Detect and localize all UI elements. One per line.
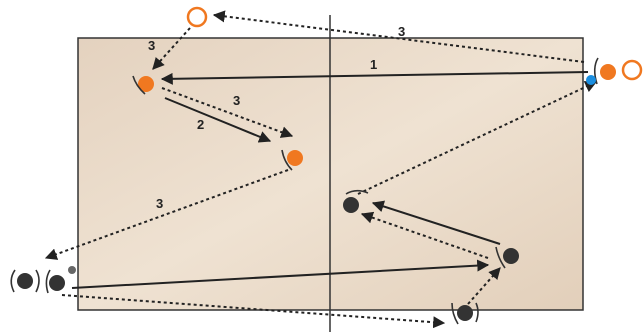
arrow [61, 294, 446, 329]
arrow [164, 97, 272, 143]
labels: 1 2 3 3 3 3 [148, 24, 405, 211]
player-orange [600, 64, 616, 80]
arrow-label: 3 [233, 93, 240, 108]
player-dark [17, 273, 33, 289]
player-arc [451, 302, 479, 325]
player-arc [10, 269, 40, 293]
arrow [360, 211, 489, 259]
player-dark [503, 248, 519, 264]
arrow [44, 169, 289, 260]
arrow [371, 200, 501, 245]
player-orange-hollow [186, 6, 208, 28]
player-orange [287, 150, 303, 166]
player-orange [138, 76, 154, 92]
arrows [44, 10, 598, 329]
arrow [160, 71, 589, 85]
arrow [357, 81, 598, 195]
arrow [212, 10, 585, 63]
arrow [467, 267, 501, 305]
arrow-label: 2 [197, 117, 204, 132]
player-arc [281, 149, 293, 171]
player-dark [49, 275, 65, 291]
arrow-label: 3 [148, 38, 155, 53]
arrow-label: 3 [398, 24, 405, 39]
player-dark [343, 197, 359, 213]
ball [586, 75, 596, 85]
players [10, 6, 643, 325]
ball [68, 266, 76, 274]
player-arc [132, 75, 146, 95]
arrow-label: 1 [370, 57, 377, 72]
arrow-label: 3 [156, 196, 163, 211]
player-arc [593, 57, 599, 85]
player-arc [495, 246, 506, 269]
arrow [161, 87, 294, 138]
player-arc [345, 189, 369, 195]
arrow [71, 259, 490, 289]
player-orange-hollow [621, 59, 643, 81]
player-dark [457, 305, 473, 321]
player-arc [45, 269, 51, 294]
